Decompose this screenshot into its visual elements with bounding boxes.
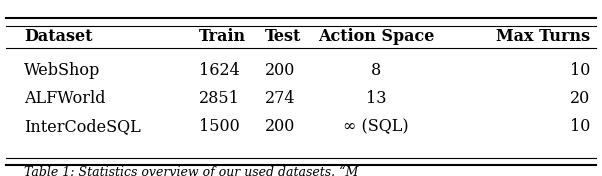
Text: ALFWorld: ALFWorld xyxy=(24,90,105,107)
Text: WebShop: WebShop xyxy=(24,62,101,79)
Text: Train: Train xyxy=(199,29,246,45)
Text: 2851: 2851 xyxy=(199,90,240,107)
Text: 200: 200 xyxy=(265,62,295,79)
Text: Dataset: Dataset xyxy=(24,29,93,45)
Text: Action Space: Action Space xyxy=(318,29,435,45)
Text: 274: 274 xyxy=(265,90,296,107)
Text: Table 1: Statistics overview of our used datasets. “M: Table 1: Statistics overview of our used… xyxy=(24,166,358,176)
Text: 1624: 1624 xyxy=(199,62,240,79)
Text: 10: 10 xyxy=(569,62,590,79)
Text: 13: 13 xyxy=(366,90,386,107)
Text: Max Turns: Max Turns xyxy=(496,29,590,45)
Text: 8: 8 xyxy=(371,62,382,79)
Text: 10: 10 xyxy=(569,118,590,135)
Text: ∞ (SQL): ∞ (SQL) xyxy=(343,118,409,135)
Text: Test: Test xyxy=(265,29,301,45)
Text: 200: 200 xyxy=(265,118,295,135)
Text: 20: 20 xyxy=(569,90,590,107)
Text: InterCodeSQL: InterCodeSQL xyxy=(24,118,141,135)
Text: 1500: 1500 xyxy=(199,118,240,135)
